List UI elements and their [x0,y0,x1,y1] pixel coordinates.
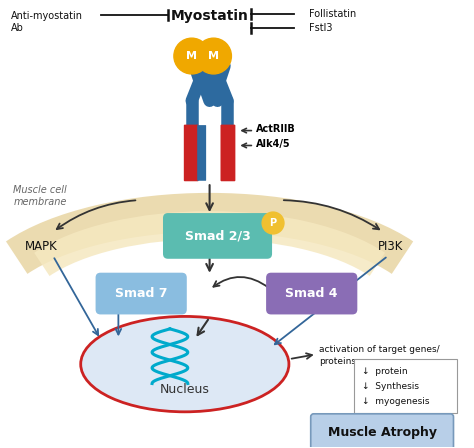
FancyBboxPatch shape [163,213,272,259]
Text: ↓  myogenesis: ↓ myogenesis [362,397,430,406]
FancyBboxPatch shape [96,273,187,314]
FancyBboxPatch shape [355,359,457,413]
Text: Fstl3: Fstl3 [309,23,332,33]
Text: Anti-myostatin: Anti-myostatin [11,11,83,22]
Circle shape [196,38,231,74]
Text: Follistatin: Follistatin [309,9,356,19]
Text: Muscle Atrophy: Muscle Atrophy [328,426,437,439]
Circle shape [262,212,284,234]
FancyBboxPatch shape [220,125,236,181]
Text: Muscle cell
membrane: Muscle cell membrane [13,185,67,207]
Text: ↓  protein: ↓ protein [362,367,408,376]
Text: MAPK: MAPK [25,240,57,253]
Text: ↓  Synthesis: ↓ Synthesis [362,382,419,391]
Text: ActRIIB: ActRIIB [256,124,296,134]
Text: M: M [208,51,219,61]
Circle shape [174,38,210,74]
FancyBboxPatch shape [266,273,357,314]
Text: proteins: proteins [319,357,356,366]
Ellipse shape [81,316,289,412]
FancyBboxPatch shape [197,125,206,181]
Text: Nucleus: Nucleus [160,383,210,396]
FancyBboxPatch shape [184,125,199,181]
Text: Smad 7: Smad 7 [115,287,167,300]
FancyBboxPatch shape [311,414,454,448]
Text: Smad 4: Smad 4 [285,287,338,300]
Text: Smad 2/3: Smad 2/3 [185,229,250,242]
Text: Alk4/5: Alk4/5 [256,138,291,148]
Text: Myostatin: Myostatin [171,9,248,23]
Text: activation of target genes/: activation of target genes/ [319,345,439,354]
Text: M: M [186,51,197,61]
Text: Ab: Ab [11,23,24,33]
Text: PI3K: PI3K [378,240,404,253]
Text: P: P [270,218,277,228]
